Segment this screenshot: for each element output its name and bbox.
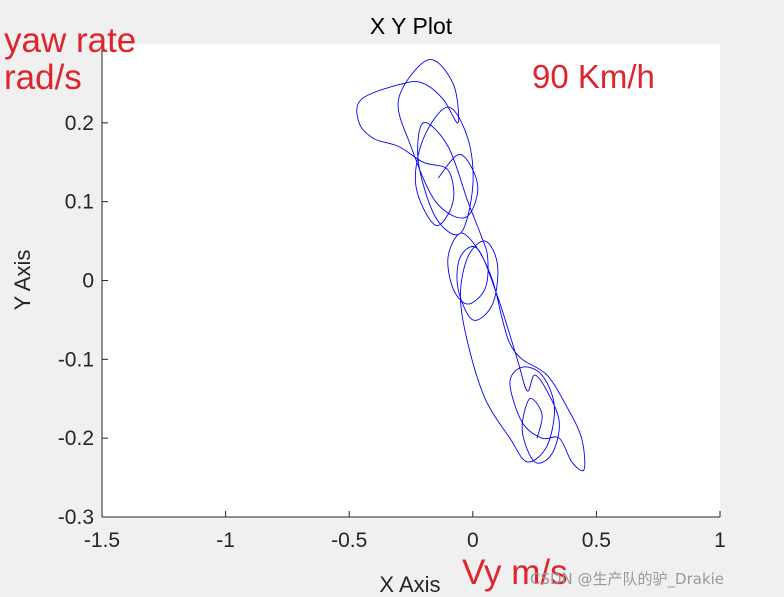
yaw-rate-label: yaw rate (4, 21, 137, 60)
y-tick-label: -0.3 (58, 506, 94, 529)
speed-annotation: 90 Km/h (532, 58, 655, 95)
watermark: CSDN @生产队的驴_Drakie (530, 570, 725, 588)
y-tick-label: -0.2 (58, 427, 94, 450)
yaw-rate-annotation: yaw rate rad/s (4, 22, 136, 96)
y-tick-label: 0.1 (65, 191, 94, 214)
yaw-rate-unit: rad/s (4, 58, 82, 97)
series-line (356, 59, 586, 472)
y-tick-label: -0.1 (58, 348, 94, 371)
x-tick-label: 1 (714, 529, 726, 552)
vy-annotation: Vy m/s (462, 553, 568, 592)
x-tick-label: -1.5 (84, 529, 120, 552)
x-tick-label: 0.5 (582, 529, 611, 552)
x-tick-label: -0.5 (331, 529, 367, 552)
chart-title: X Y Plot (370, 13, 453, 39)
y-tick-label: 0.2 (65, 112, 94, 135)
plot-area (102, 44, 720, 517)
x-axis-label: X Axis (379, 572, 440, 597)
x-axis-ticks: -1.5 -1 -0.5 0 0.5 1 (84, 511, 726, 552)
y-tick-label: 0 (82, 270, 94, 293)
x-tick-label: 0 (467, 529, 479, 552)
y-axis-ticks: -0.3 -0.2 -0.1 0 0.1 0.2 (58, 112, 108, 529)
x-tick-label: -1 (216, 529, 235, 552)
y-axis-label: Y Axis (10, 250, 35, 311)
